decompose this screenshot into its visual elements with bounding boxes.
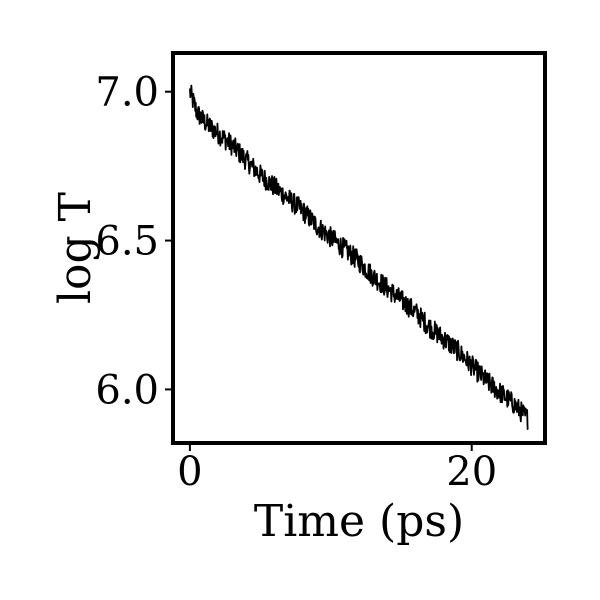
y-axis-label: log T — [50, 192, 101, 304]
plot-area — [189, 84, 529, 431]
x-tick-label: 0 — [177, 449, 202, 495]
y-tick-label: 6.0 — [95, 367, 159, 413]
series-line — [189, 84, 529, 431]
x-tick-label: 20 — [446, 449, 497, 495]
y-tick-label: 7.0 — [95, 70, 159, 116]
plot-frame — [171, 51, 547, 445]
y-tick-label: 6.5 — [95, 219, 159, 265]
ticks-layer: 0 20 6.0 6.5 7.0 — [95, 70, 497, 495]
x-axis-label: Time (ps) — [254, 496, 464, 547]
